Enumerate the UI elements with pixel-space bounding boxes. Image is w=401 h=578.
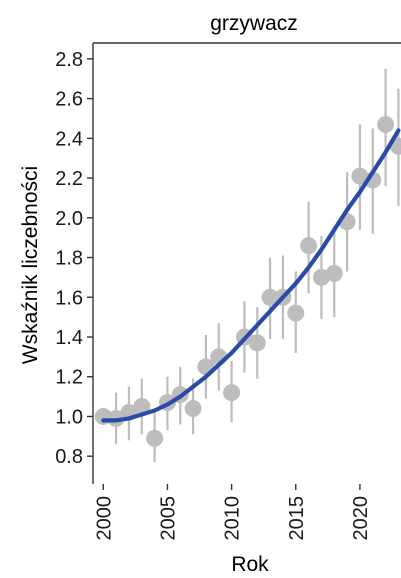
data-point-2017 bbox=[312, 268, 330, 286]
y-tick-label-2.2: 2.2 bbox=[55, 168, 83, 190]
y-tick-label-1.4: 1.4 bbox=[55, 327, 83, 349]
y-tick-label-0.8: 0.8 bbox=[55, 446, 83, 468]
plot-marks bbox=[94, 68, 401, 463]
y-axis-title: Wskaźnik liczebności bbox=[19, 166, 42, 364]
data-point-2015 bbox=[287, 304, 305, 322]
data-point-2022 bbox=[377, 115, 395, 133]
x-tick-label-2000: 2000 bbox=[93, 496, 115, 541]
y-tick-label-2.4: 2.4 bbox=[55, 128, 83, 150]
y-tick-label-1.6: 1.6 bbox=[55, 287, 83, 309]
chart-title: grzywacz bbox=[210, 12, 298, 35]
data-point-2016 bbox=[300, 237, 318, 255]
y-tick-label-2.6: 2.6 bbox=[55, 89, 83, 111]
x-tick-label-2020: 2020 bbox=[350, 496, 372, 541]
data-point-2013 bbox=[261, 288, 279, 306]
x-axis-title: Rok bbox=[231, 553, 269, 576]
y-tick-label-2.0: 2.0 bbox=[55, 208, 83, 230]
x-tick-label-2015: 2015 bbox=[286, 496, 308, 541]
data-point-2007 bbox=[184, 400, 202, 418]
y-axis: 0.8 1.0 1.2 1.4 1.6 1.8 2.0 2.2 2.4 2.6 2.8 bbox=[55, 49, 93, 468]
x-tick-label-2005: 2005 bbox=[157, 496, 179, 541]
data-point-2004 bbox=[146, 429, 164, 447]
data-point-2020 bbox=[351, 167, 369, 185]
data-point-2010 bbox=[223, 384, 241, 402]
x-tick-label-2010: 2010 bbox=[222, 496, 244, 541]
y-tick-label-1.8: 1.8 bbox=[55, 248, 83, 270]
y-tick-label-1.0: 1.0 bbox=[55, 406, 83, 428]
plot-area bbox=[92, 42, 401, 484]
data-point-2012 bbox=[248, 334, 266, 352]
trend-line bbox=[101, 128, 401, 423]
y-tick-label-2.8: 2.8 bbox=[55, 49, 83, 71]
data-point-2003 bbox=[133, 398, 151, 416]
x-axis: 2000 2005 2010 2015 2020 bbox=[93, 484, 372, 541]
y-tick-label-1.2: 1.2 bbox=[55, 367, 83, 389]
data-point-2018 bbox=[325, 264, 343, 282]
